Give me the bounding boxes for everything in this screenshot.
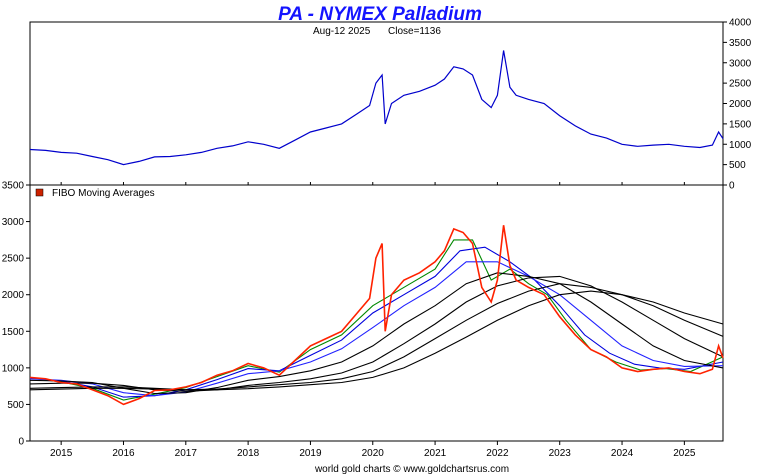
top-price-line xyxy=(29,50,724,166)
top-y-tick-label: 3500 xyxy=(729,38,752,49)
bottom-y-tick-label: 3500 xyxy=(2,181,25,192)
moving-average-line xyxy=(29,272,724,395)
x-tick-label: 2023 xyxy=(549,448,572,459)
bottom-y-axis: 0 500 1000 1500 2000 2500 3000 3500 xyxy=(2,181,30,448)
ma-panel-price-line xyxy=(29,225,724,406)
top-y-tick-label: 4000 xyxy=(729,18,752,29)
x-tick-label: 2019 xyxy=(299,448,322,459)
bottom-y-tick-label: 500 xyxy=(7,400,24,411)
x-tick-label: 2022 xyxy=(486,448,509,459)
bottom-y-tick-label: 2000 xyxy=(2,290,25,301)
x-tick-label: 2025 xyxy=(673,448,696,459)
x-tick-label: 2015 xyxy=(50,448,73,459)
bottom-y-tick-label: 3000 xyxy=(2,217,25,228)
legend-swatch xyxy=(35,188,44,197)
x-tick-label: 2017 xyxy=(175,448,198,459)
chart-title: PA - NYMEX Palladium xyxy=(278,4,482,25)
moving-average-line xyxy=(29,290,724,391)
chart-subtitle-close: Close=1136 xyxy=(388,26,441,37)
top-price-series xyxy=(29,50,724,166)
top-panel-frame xyxy=(29,21,724,186)
top-y-tick-label: 1500 xyxy=(729,119,752,130)
legend-label: FIBO Moving Averages xyxy=(52,188,155,199)
top-y-tick-label: 1000 xyxy=(729,140,752,151)
footer-credit: world gold charts © www.goldchartsrus.co… xyxy=(314,464,509,475)
x-axis: 2015 2016 2017 2018 2019 2020 2021 2022 2023 2024… xyxy=(50,182,696,459)
bottom-y-tick-label: 2500 xyxy=(2,254,25,265)
x-tick-label: 2021 xyxy=(424,448,447,459)
bottom-y-tick-label: 1500 xyxy=(2,327,25,338)
moving-average-line xyxy=(29,283,724,391)
bottom-y-tick-label: 1000 xyxy=(2,363,25,374)
bottom-panel-frame xyxy=(29,184,724,442)
x-tick-label: 2018 xyxy=(237,448,260,459)
moving-average-series xyxy=(29,225,724,406)
top-y-tick-label: 0 xyxy=(729,181,735,192)
bottom-y-tick-label: 0 xyxy=(18,437,24,448)
top-y-tick-label: 500 xyxy=(729,160,746,171)
top-y-tick-label: 2000 xyxy=(729,99,752,110)
x-tick-label: 2016 xyxy=(112,448,135,459)
x-tick-label: 2024 xyxy=(611,448,634,459)
moving-average-line xyxy=(29,261,724,397)
x-tick-label: 2020 xyxy=(362,448,385,459)
top-y-tick-label: 3000 xyxy=(729,58,752,69)
top-y-axis: 0 500 1000 1500 2000 2500 3000 3500 4000 xyxy=(723,18,752,192)
chart-subtitle-date: Aug-12 2025 xyxy=(313,26,371,37)
top-y-tick-label: 2500 xyxy=(729,79,752,90)
